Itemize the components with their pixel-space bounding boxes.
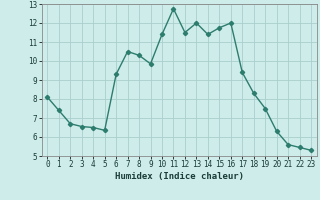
X-axis label: Humidex (Indice chaleur): Humidex (Indice chaleur) [115,172,244,181]
